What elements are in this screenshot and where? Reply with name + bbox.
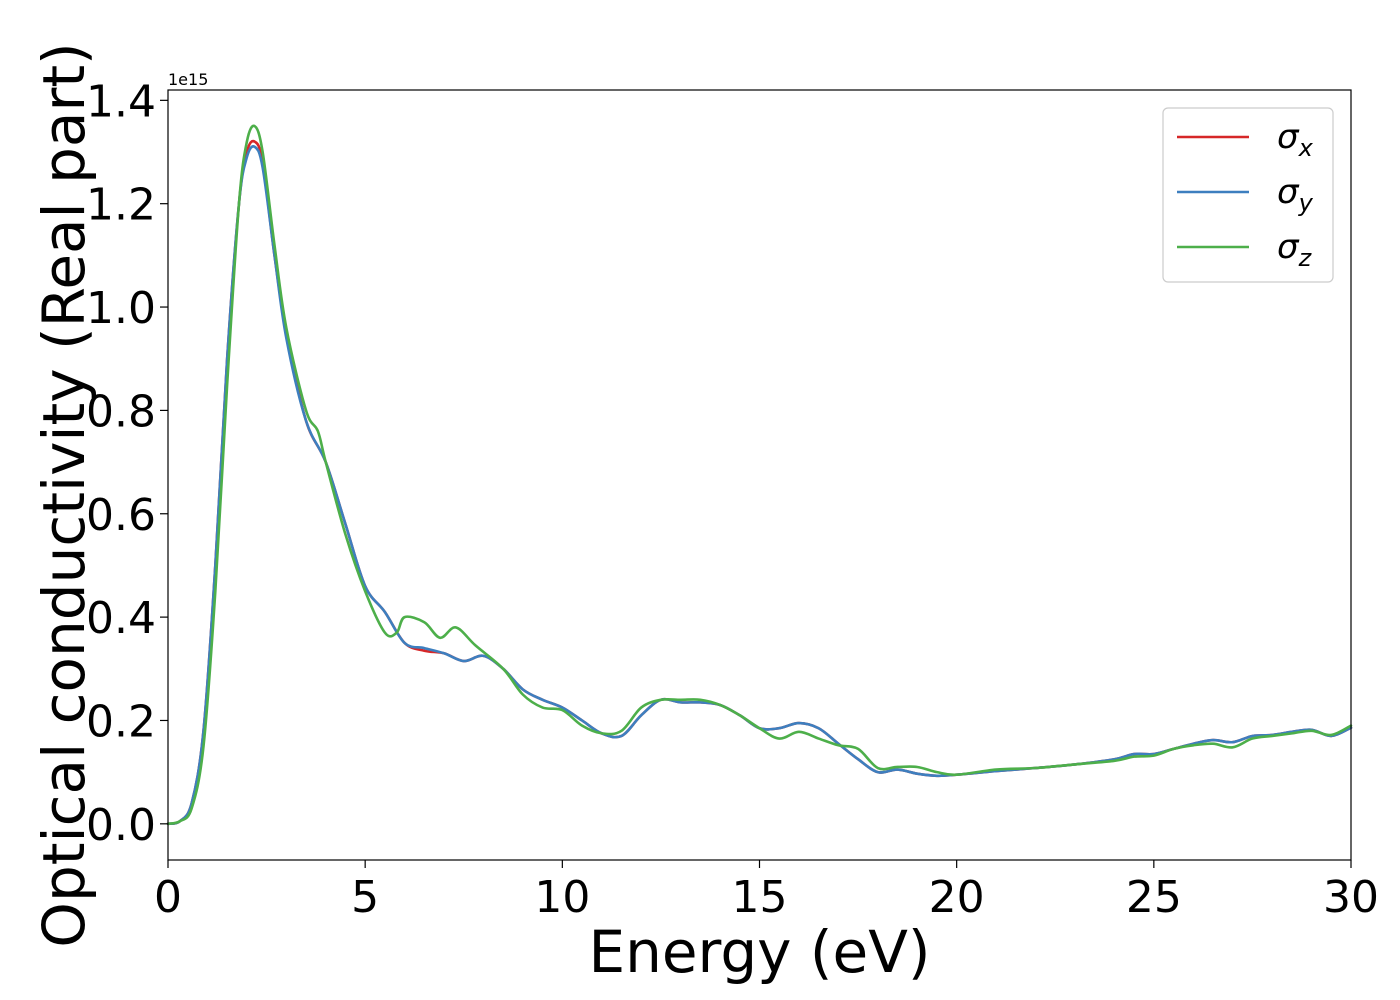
series-layer	[166, 124, 1353, 826]
legend-label-y: σy	[1277, 172, 1314, 217]
y-tick-label: 1.0	[86, 283, 156, 334]
y-tick-label: 1.4	[86, 76, 156, 127]
y-tick-label: 1.2	[86, 180, 156, 231]
y-tick-label: 0.2	[86, 696, 156, 747]
y-tick-label: 0.4	[86, 593, 156, 644]
x-axis: 0 5 10 15 20 25 30	[154, 860, 1379, 923]
series-line-y	[166, 145, 1353, 826]
x-tick-label: 5	[351, 872, 379, 923]
y-offset-text: 1e15	[168, 70, 208, 89]
x-tick-label: 20	[929, 872, 985, 923]
y-axis: 0.0 0.2 0.4 0.6 0.8 1.0 1.2 1.4	[86, 76, 168, 851]
y-tick-label: 0.0	[86, 800, 156, 851]
x-tick-label: 10	[534, 872, 590, 923]
y-tick-label: 0.8	[86, 386, 156, 437]
y-axis-label: Optical conductivity (Real part)	[30, 42, 98, 947]
x-axis-label: Energy (eV)	[588, 918, 930, 986]
legend: σx σy σz	[1162, 107, 1334, 283]
x-tick-label: 30	[1323, 872, 1379, 923]
series-line-z	[166, 124, 1353, 826]
legend-label-x: σx	[1277, 117, 1314, 162]
x-tick-label: 25	[1126, 872, 1182, 923]
x-tick-label: 15	[732, 872, 788, 923]
y-tick-label: 0.6	[86, 490, 156, 541]
legend-label-z: σz	[1277, 227, 1313, 272]
legend-box	[1162, 107, 1334, 283]
x-tick-label: 0	[154, 872, 182, 923]
